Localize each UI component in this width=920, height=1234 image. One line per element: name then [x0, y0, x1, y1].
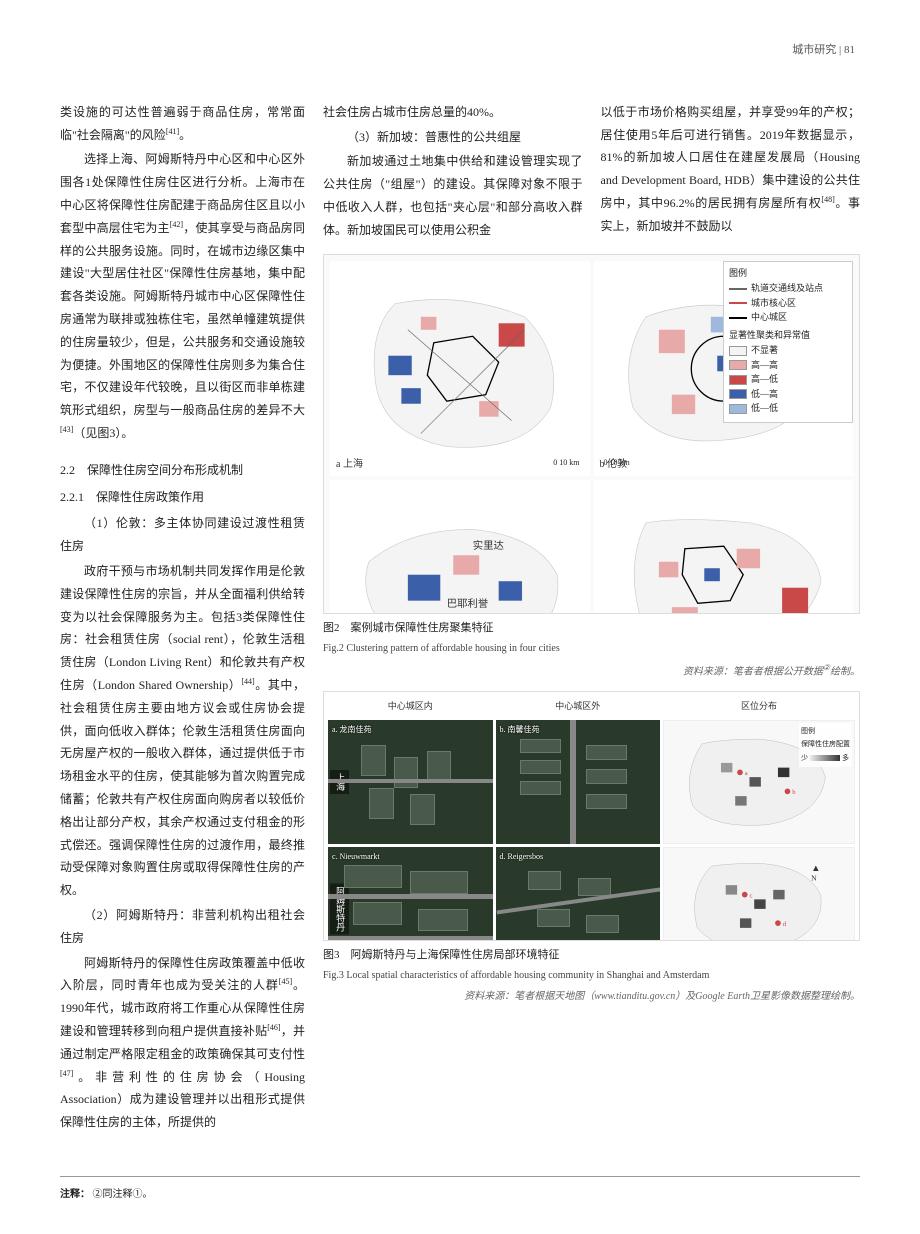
map-panel-shanghai: 0 10 km a 上海 — [330, 261, 590, 476]
map-label-a: a 上海 — [336, 455, 363, 474]
page-number: 81 — [844, 44, 855, 56]
page-header: 城市研究 | 81 — [60, 40, 860, 61]
column-2: 社会住房占城市住房总量的40%。 （3）新加坡：普惠性的公共组屋 新加坡通过土地… — [323, 101, 583, 244]
figure-2-caption-cn: 图2 案例城市保障性住房聚集特征 — [323, 618, 860, 639]
svg-text:c: c — [750, 892, 753, 899]
para-c1-3-title: （1）伦敦：多主体协同建设过渡性租赁住房 — [60, 512, 305, 558]
column-3: 以低于市场价格购买组屋，并享受99年的产权；居住使用5年后可进行销售。2019年… — [601, 101, 861, 244]
sat-panel-b: b. 南馨佳苑 — [496, 720, 661, 844]
svg-text:实里达: 实里达 — [473, 539, 504, 552]
para-c2-2-title: （3）新加坡：普惠性的公共组屋 — [323, 126, 583, 149]
svg-text:a: a — [745, 770, 748, 777]
para-c1-3: 政府干预与市场机制共同发挥作用是伦敦建设保障性住房的宗旨，并从全面福利供给转变为… — [60, 560, 305, 902]
section-2-2: 2.2 保障性住房空间分布形成机制 — [60, 459, 305, 482]
figure-2-source: 资料来源：笔者者根据公开数据②绘制。 — [323, 660, 860, 681]
para-c2-2: 新加坡通过土地集中供给和建设管理实现了公共住房（"组屋"）的建设。其保障对象不限… — [323, 150, 583, 241]
sat-panel-a: 上海 a. 龙南佳苑 — [328, 720, 493, 844]
para-c2-1: 社会住房占城市住房总量的40%。 — [323, 101, 583, 124]
section-2-2-1: 2.2.1 保障性住房政策作用 — [60, 486, 305, 509]
para-c1-2: 选择上海、阿姆斯特丹中心区和中心区外围各1处保障性住房住区进行分析。上海市在中心… — [60, 148, 305, 444]
para-c1-4-title: （2）阿姆斯特丹：非营利机构出租社会住房 — [60, 904, 305, 950]
svg-text:巴耶利誉: 巴耶利誉 — [447, 597, 489, 610]
sat-panel-c: 阿姆斯特丹 c. Nieuwmarkt — [328, 847, 493, 941]
loc-map-shanghai: 图例 保障性住房配置 少 多 — [663, 720, 855, 844]
para-c1-1: 类设施的可达性普遍弱于商品住房，常常面临"社会隔离"的风险[41]。 — [60, 101, 305, 147]
figure-2-legend: 图例 轨道交通线及站点 城市核心区 中心城区 显著性聚类和异常值 不显著 高—高… — [723, 261, 853, 423]
figure-3-caption-en: Fig.3 Local spatial characteristics of a… — [323, 966, 860, 985]
map-panel-singapore: 实里达 巴耶利誉 实龙岗 0 10 km c 新加坡 — [330, 480, 590, 614]
figure-2: www. .cn — [323, 254, 860, 681]
para-c1-4: 阿姆斯特丹的保障性住房政策覆盖中低收入阶层，同时青年也成为受关注的人群[45]。… — [60, 952, 305, 1134]
svg-text:N: N — [811, 873, 817, 882]
column-1: 类设施的可达性普遍弱于商品住房，常常面临"社会隔离"的风险[41]。 选择上海、… — [60, 101, 305, 1136]
sat-panel-d: d. Reigersbos — [496, 847, 661, 941]
svg-text:▲: ▲ — [811, 864, 820, 874]
section-name: 城市研究 — [792, 44, 836, 56]
footnote-label: 注释： — [60, 1189, 90, 1200]
loc-map-amsterdam: c d ▲ N 0 4 km — [663, 847, 855, 941]
para-c3-1: 以低于市场价格购买组屋，并享受99年的产权；居住使用5年后可进行销售。2019年… — [601, 101, 861, 238]
figure-3-source: 资料来源：笔者根据天地图（www.tianditu.gov.cn）及Google… — [323, 987, 860, 1006]
figure-3-image: 中心城区内 中心城区外 区位分布 上海 a. 龙南佳苑 — [323, 691, 860, 941]
figure-3-legend: 图例 保障性住房配置 少 多 — [799, 723, 852, 767]
map-label-b: b 伦敦 — [600, 455, 628, 474]
footnote-text: ②同注释①。 — [93, 1189, 153, 1200]
figure-2-caption-en: Fig.2 Clustering pattern of affordable h… — [323, 639, 860, 658]
figure-3-caption-cn: 图3 阿姆斯特丹与上海保障性住房局部环境特征 — [323, 945, 860, 966]
figure-3: 中心城区内 中心城区外 区位分布 上海 a. 龙南佳苑 — [323, 691, 860, 1006]
map-panel-amsterdam: 希尔弗瑟姆 (Hilversum) ▲ N 0 2.5 5 10 km d 阿姆… — [594, 480, 854, 614]
figure-2-image: 0 10 km a 上海 — [323, 254, 860, 614]
